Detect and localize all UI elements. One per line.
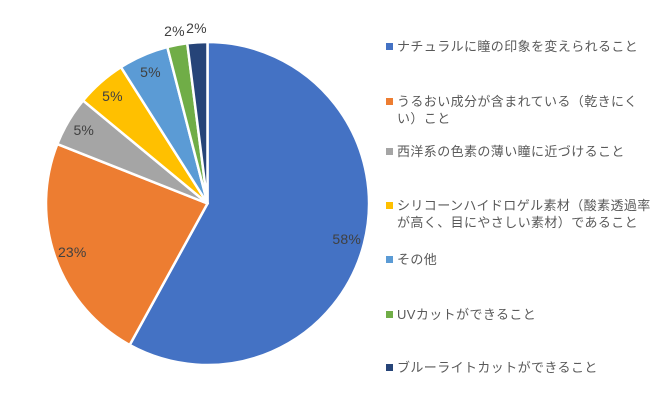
- slice-label: 5%: [102, 87, 123, 104]
- slice-label: 58%: [332, 231, 362, 248]
- slice-label: 2%: [186, 19, 207, 36]
- slice-label: 23%: [57, 244, 87, 261]
- pie-slice-6: [186, 40, 209, 205]
- slice-label: 2%: [164, 22, 185, 39]
- pie-slice-0: [128, 40, 371, 367]
- slice-label: 5%: [73, 122, 95, 139]
- pie-slice-1: [44, 142, 209, 347]
- slice-label: 5%: [140, 63, 161, 80]
